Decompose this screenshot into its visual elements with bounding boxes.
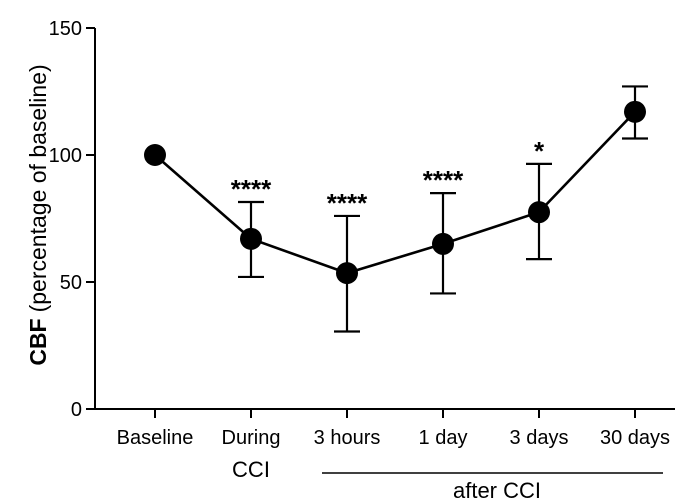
significance-marker: **** [327,188,368,218]
group-label: after CCI [453,478,541,503]
x-tick-label: 30 days [600,427,670,449]
significance-marker: **** [423,165,464,195]
series-line [154,110,636,275]
data-point [240,227,262,250]
data-point [528,201,550,224]
y-axis-title-rest: (percentage of baseline) [25,64,51,312]
x-tick-label: During [222,427,281,449]
axes: 0 50 100 150 Baseline During 3 hours 1 day 3 day… [49,18,675,449]
x-tick-label: 1 day [419,427,468,449]
y-tick-label: 100 [49,145,82,167]
y-tick-label: 150 [49,18,82,40]
x-tick-label: Baseline [117,427,194,449]
significance-annotations: **** ********* [231,136,545,218]
y-axis-title-bold: CBF [25,318,51,365]
svg-text:CBF(percentage of baseline): CBF (percentage of baseline) [25,64,51,365]
data-point [432,232,454,255]
group-label: CCI [232,457,270,482]
significance-marker: * [534,136,545,166]
series-line-group [154,110,636,275]
significance-marker: **** [231,174,272,204]
y-tick-label: 50 [60,272,82,294]
data-point [336,262,358,285]
data-point [624,100,646,123]
data-points [144,100,646,285]
x-tick-label: 3 days [510,427,569,449]
data-point [144,144,166,166]
x-tick-label: 3 hours [314,427,381,449]
group-labels: CCI after CCI [232,457,663,503]
error-bars [238,85,648,333]
y-tick-label: 0 [71,399,82,421]
y-axis-title: CBF (percentage of baseline) [25,64,51,365]
